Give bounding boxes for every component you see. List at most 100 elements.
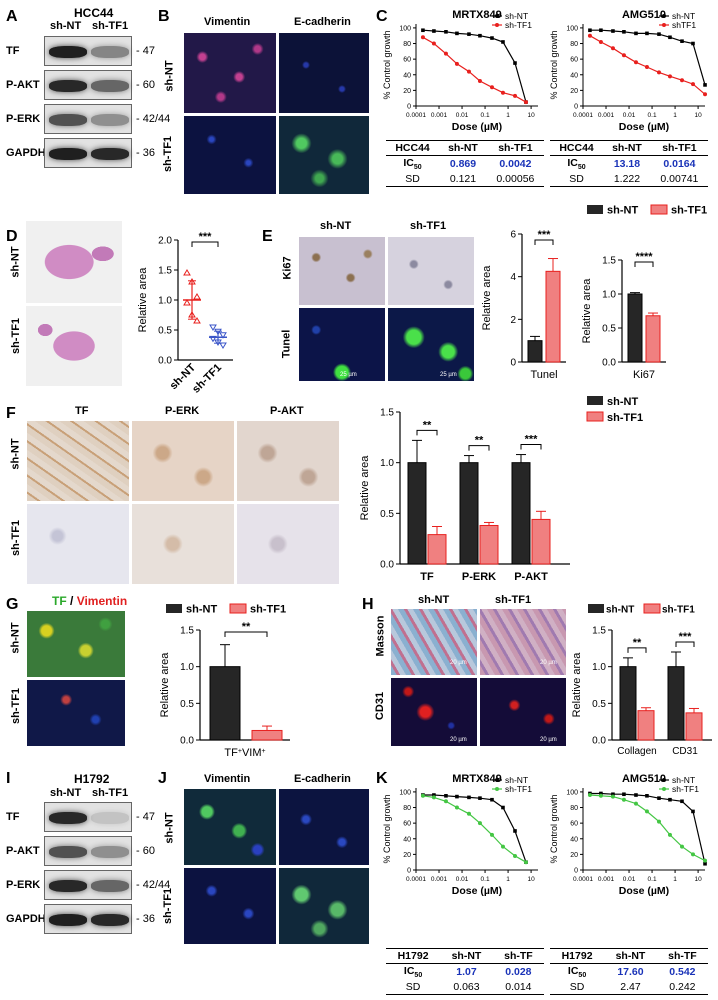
blot-band-row bbox=[44, 904, 132, 934]
panel-label-i: I bbox=[6, 770, 11, 787]
data-point-sh-NT bbox=[657, 32, 661, 36]
panel-label-c: C bbox=[376, 8, 388, 25]
data-point-sh-TF1 bbox=[587, 793, 592, 798]
y-tick-label: 2.0 bbox=[158, 236, 172, 247]
f-col-tf: TF bbox=[75, 405, 89, 417]
f-row-shnt: sh-NT bbox=[9, 438, 22, 470]
legend-label-shtf1: sh-TF1 bbox=[671, 205, 707, 217]
b-col-ecadherin: E-cadherin bbox=[294, 16, 351, 28]
legend-label-shnt: sh-NT bbox=[186, 604, 217, 616]
blot-band bbox=[49, 812, 87, 824]
table-row: HCC44 sh-NT sh-TF1 bbox=[386, 140, 544, 156]
significance-bracket bbox=[627, 647, 647, 653]
table-cell: 0.014 bbox=[492, 980, 544, 996]
blot-row-label: GAPDH bbox=[6, 147, 46, 159]
data-point-sh-NT bbox=[611, 29, 615, 33]
data-point-sh-NT bbox=[501, 805, 505, 810]
y-tick-label: 100 bbox=[566, 789, 578, 796]
data-point-sh-TF1 bbox=[523, 860, 528, 865]
blot-kda-marker: - 42/44 bbox=[136, 113, 171, 125]
b-col-vimentin: Vimentin bbox=[204, 16, 251, 28]
table-k-amg510: H1792 sh-NT sh-TF IC50 17.60 0.542 SD 2.47 0.242 bbox=[550, 948, 708, 996]
x-tick-label: 0.001 bbox=[598, 876, 615, 883]
data-point-shtf1 bbox=[214, 328, 222, 336]
blot-kda-marker: - 36 bbox=[136, 913, 155, 925]
data-point-shnt bbox=[193, 293, 201, 300]
bar-shtf1 bbox=[645, 315, 661, 363]
significance-label: ** bbox=[242, 621, 251, 633]
h-scale-bar-2: 20 µm bbox=[540, 660, 557, 666]
table-row: HCC44 sh-NT sh-TF1 bbox=[550, 140, 708, 156]
y-axis-label: Relative area bbox=[581, 278, 593, 344]
data-point-sh-TF1 bbox=[703, 858, 708, 863]
x-tick-label: 0.001 bbox=[431, 876, 448, 883]
y-tick-label: 80 bbox=[403, 41, 411, 48]
y-tick-label: 100 bbox=[399, 789, 411, 796]
x-tick-label: 10 bbox=[527, 876, 535, 883]
data-point-shTF1 bbox=[656, 70, 661, 75]
blot-band bbox=[91, 812, 129, 824]
x-tick-label: 0.01 bbox=[623, 112, 636, 119]
legend-marker bbox=[495, 14, 499, 18]
x-tick-label: 1 bbox=[673, 112, 677, 119]
blot-row-label: P-ERK bbox=[6, 113, 41, 125]
table-cell: sh-TF1 bbox=[650, 140, 708, 156]
legend-label-shtf1: sh-TF1 bbox=[607, 412, 643, 424]
bar-shtf1 bbox=[637, 710, 655, 741]
fit-curve-sh-TF1 bbox=[422, 795, 527, 863]
g-title-tf: TF bbox=[52, 594, 67, 608]
bar-shtf1 bbox=[479, 524, 499, 565]
y-tick-label: 20 bbox=[570, 88, 578, 95]
chart-title: MRTX849 bbox=[452, 9, 502, 21]
x-tick-label: 0.01 bbox=[623, 876, 636, 883]
h-masson-shnt bbox=[390, 608, 478, 676]
data-point-sh-NT bbox=[622, 30, 626, 34]
legend-label-shtf1: sh-TF1 bbox=[662, 605, 695, 616]
panel-label-g: G bbox=[6, 596, 19, 613]
y-tick-label: 1.0 bbox=[602, 290, 616, 301]
chart-e-tunel: 0 2 4 6 Relative area *** Tunel bbox=[481, 229, 566, 381]
data-point-sh-TF1 bbox=[489, 832, 494, 837]
table-cell: 0.00056 bbox=[486, 172, 544, 188]
data-point-shTF1 bbox=[680, 78, 685, 83]
g-row-shnt: sh-NT bbox=[9, 622, 22, 654]
bar-shnt bbox=[667, 666, 685, 741]
y-axis-label: Relative area bbox=[159, 652, 171, 718]
y-tick-label: 1.0 bbox=[592, 662, 606, 673]
legend-marker bbox=[662, 14, 666, 18]
e-col-shnt: sh-NT bbox=[320, 220, 352, 232]
d-row-shtf1: sh-TF1 bbox=[10, 317, 23, 355]
y-tick-label: 1.5 bbox=[158, 266, 172, 277]
y-tick-label: 40 bbox=[570, 72, 578, 79]
table-cell: IC50 bbox=[567, 965, 587, 980]
blot-i-cell-line: H1792 bbox=[74, 772, 110, 786]
chart-f-relative-area: 0.0 0.5 1.0 1.5 Relative area ** TF ** P-ERK *** P… bbox=[359, 396, 643, 583]
y-tick-label: 0.5 bbox=[158, 326, 172, 337]
legend-label-sh-NT: sh-NT bbox=[505, 775, 528, 785]
blot-a-cell-line: HCC44 bbox=[74, 6, 114, 20]
y-tick-label: 4 bbox=[510, 272, 516, 283]
blot-band-row bbox=[44, 836, 132, 866]
data-point-sh-TF1 bbox=[420, 35, 425, 40]
b-row-shtf1: sh-TF1 bbox=[162, 135, 175, 173]
chart-k-mrtx849: MRTX849 0 20 40 60 80 100 0.0001 0.001 0.01 0.1 1 10… bbox=[382, 773, 538, 897]
table-cell: 13.18 bbox=[613, 158, 641, 171]
table-row: IC50 0.869 0.0042 bbox=[386, 156, 544, 173]
f-col-pakt: P-AKT bbox=[270, 405, 304, 417]
d-row-shnt: sh-NT bbox=[9, 246, 22, 278]
data-point-sh-NT bbox=[599, 28, 603, 33]
x-tick-label: 1 bbox=[506, 112, 510, 119]
blot-band-row bbox=[44, 70, 132, 100]
x-tick-label: 0.01 bbox=[456, 112, 469, 119]
x-label-part: TF bbox=[224, 747, 238, 759]
chart-e-ki67: 0.0 0.5 1.0 1.5 Relative area **** Ki67 bbox=[581, 251, 666, 381]
x-tick-label: 0.0001 bbox=[573, 876, 593, 883]
h-col-shnt: sh-NT bbox=[418, 594, 450, 606]
blot-row-label: P-AKT bbox=[6, 79, 40, 91]
h-masson-shtf1 bbox=[479, 608, 567, 676]
table-cell: SD bbox=[550, 172, 604, 188]
j-row-shnt: sh-NT bbox=[163, 812, 176, 844]
f-col-perk: P-ERK bbox=[165, 405, 200, 417]
y-tick-label: 0 bbox=[510, 358, 516, 369]
data-point-shTF1 bbox=[587, 33, 592, 38]
